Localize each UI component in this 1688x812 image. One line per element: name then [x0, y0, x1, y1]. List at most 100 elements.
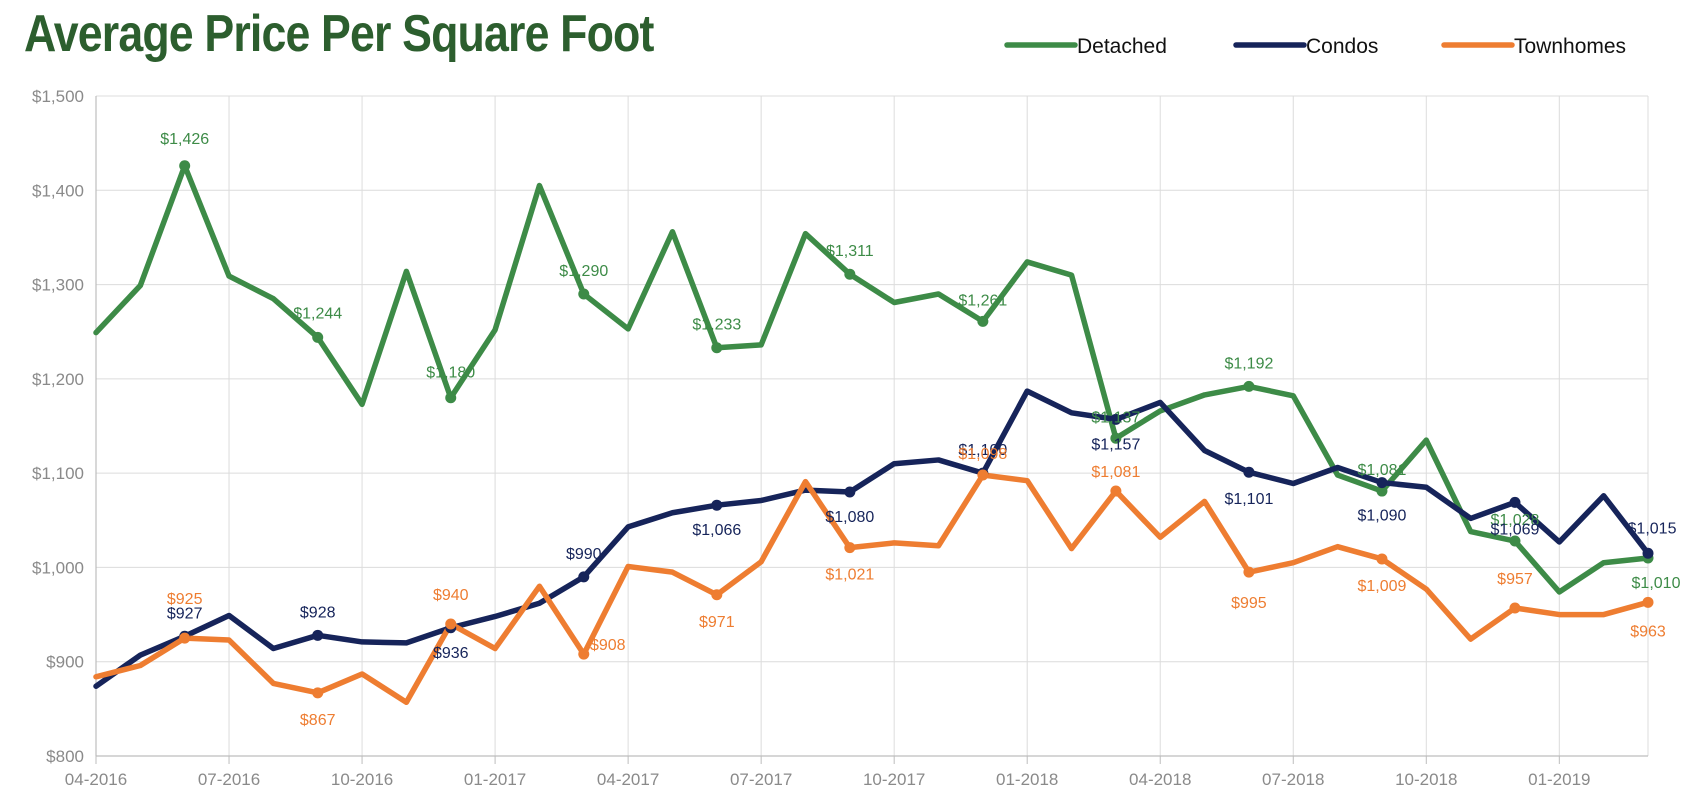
- legend-label-detached: Detached: [1077, 35, 1167, 58]
- legend-label-condos: Condos: [1306, 35, 1378, 58]
- x-tick-label: 01-2017: [464, 770, 526, 789]
- data-label-townhomes: $867: [300, 712, 336, 729]
- data-point-townhomes: [312, 687, 324, 699]
- data-label-detached: $1,192: [1224, 355, 1273, 372]
- data-point-townhomes: [1376, 553, 1388, 565]
- data-point-townhomes: [1642, 596, 1654, 608]
- data-label-condos: $990: [566, 546, 602, 563]
- legend: Detached Condos Townhomes: [1004, 35, 1626, 58]
- x-tick-label: 10-2017: [863, 770, 925, 789]
- data-label-condos: $1,080: [825, 509, 874, 526]
- data-label-detached: $1,244: [293, 305, 342, 322]
- data-point-detached: [844, 268, 856, 280]
- y-tick-label: $900: [46, 653, 84, 672]
- x-tick-label: 04-2017: [597, 770, 659, 789]
- data-label-condos: $1,066: [692, 522, 741, 539]
- y-tick-label: $1,300: [32, 276, 84, 295]
- data-label-detached: $1,233: [692, 317, 741, 334]
- data-label-townhomes: $1,081: [1091, 464, 1140, 481]
- data-point-detached: [711, 342, 723, 354]
- data-label-townhomes: $963: [1630, 623, 1666, 640]
- data-point-condos: [1243, 466, 1255, 478]
- data-label-detached: $1,137: [1091, 409, 1140, 426]
- x-tick-label: 07-2018: [1262, 770, 1324, 789]
- data-label-townhomes: $1,021: [825, 567, 874, 584]
- data-label-townhomes: $940: [433, 587, 469, 604]
- data-label-townhomes: $995: [1231, 595, 1267, 612]
- data-point-townhomes: [1509, 602, 1521, 614]
- data-point-townhomes: [445, 618, 457, 630]
- data-point-townhomes: [844, 542, 856, 554]
- x-tick-label: 07-2017: [730, 770, 792, 789]
- data-label-condos: $1,101: [1224, 491, 1273, 508]
- data-label-detached: $1,290: [559, 263, 608, 280]
- legend-label-townhomes: Townhomes: [1514, 35, 1626, 58]
- data-label-townhomes: $1,098: [958, 446, 1007, 463]
- data-point-detached: [1376, 485, 1388, 497]
- data-point-detached: [179, 160, 191, 172]
- data-point-detached: [1110, 432, 1122, 444]
- y-tick-label: $1,000: [32, 558, 84, 577]
- x-tick-label: 04-2018: [1129, 770, 1191, 789]
- y-tick-label: $1,200: [32, 370, 84, 389]
- data-point-detached: [1243, 380, 1255, 392]
- data-label-detached: $1,081: [1357, 462, 1406, 479]
- y-tick-label: $1,400: [32, 181, 84, 200]
- data-label-townhomes: $957: [1497, 571, 1533, 588]
- x-tick-label: 10-2016: [331, 770, 393, 789]
- data-label-townhomes: $1,009: [1357, 578, 1406, 595]
- data-point-townhomes: [578, 648, 590, 660]
- y-tick-label: $1,100: [32, 464, 84, 483]
- data-point-condos: [1642, 547, 1654, 559]
- data-point-detached: [312, 331, 324, 343]
- axis-layer: $800 $900 $1,000 $1,100 $1,200 $1,300 $1,400 $1…: [32, 87, 1648, 789]
- x-tick-label: 04-2016: [65, 770, 127, 789]
- series-line-townhomes: [93, 472, 1651, 706]
- series-line-condos: [93, 388, 1651, 689]
- data-point-townhomes: [711, 589, 723, 601]
- data-label-detached: $1,426: [160, 131, 209, 148]
- x-tick-label: 01-2019: [1528, 770, 1590, 789]
- data-point-townhomes: [977, 469, 989, 481]
- data-point-detached: [445, 392, 457, 404]
- data-label-condos: $1,157: [1091, 436, 1140, 453]
- data-point-townhomes: [179, 632, 191, 644]
- x-tick-label: 10-2018: [1395, 770, 1457, 789]
- data-label-condos: $927: [167, 605, 203, 622]
- data-label-condos: $936: [433, 645, 469, 662]
- data-label-townhomes: $925: [167, 591, 203, 608]
- data-label-condos: $1,090: [1357, 508, 1406, 525]
- data-label-townhomes: $971: [699, 614, 735, 631]
- marker-layer: [179, 160, 1654, 699]
- y-tick-label: $800: [46, 747, 84, 766]
- data-label-condos: $1,015: [1628, 520, 1677, 537]
- data-label-detached: $1,010: [1632, 575, 1681, 592]
- series-layer: [93, 163, 1651, 706]
- data-point-condos: [711, 499, 723, 511]
- data-label-detached: $1,311: [826, 243, 874, 260]
- data-label-condos: $1,100: [958, 442, 1007, 459]
- data-point-condos: [844, 486, 856, 498]
- data-label-condos: $1,069: [1491, 521, 1540, 538]
- y-tick-label: $1,500: [32, 87, 84, 106]
- data-label-townhomes: $908: [590, 637, 626, 654]
- data-point-detached: [578, 288, 590, 300]
- data-label-detached: $1,028: [1491, 512, 1540, 529]
- grid-layer: [95, 95, 1649, 757]
- data-point-detached: [1509, 535, 1521, 547]
- x-tick-label: 01-2018: [996, 770, 1058, 789]
- data-point-detached: [977, 315, 989, 327]
- data-point-condos: [312, 629, 324, 641]
- data-point-townhomes: [1243, 566, 1255, 578]
- data-label-detached: $1,180: [426, 365, 475, 382]
- data-label-condos: $928: [300, 604, 336, 621]
- chart-title: Average Price Per Square Foot: [24, 5, 654, 63]
- data-point-condos: [1110, 413, 1122, 425]
- data-point-townhomes: [1110, 485, 1122, 497]
- data-label-detached: $1,261: [958, 292, 1007, 309]
- data-point-condos: [1509, 496, 1521, 508]
- data-point-condos: [578, 571, 590, 583]
- data-label-layer: $1,426 $1,244 $1,180 $1,290 $1,233 $1,311 $1,2…: [160, 131, 1680, 729]
- x-tick-label: 07-2016: [198, 770, 260, 789]
